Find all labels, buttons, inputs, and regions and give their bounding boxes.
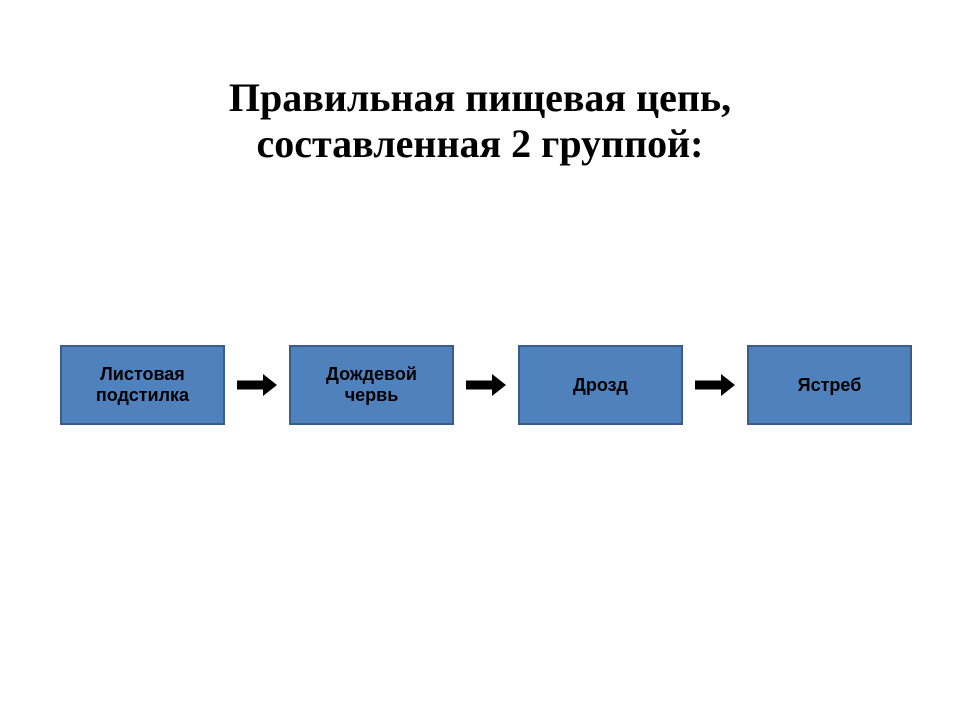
chain-node: Дрозд	[518, 345, 683, 425]
food-chain-diagram: Листовая подстилка Дождевой червь Дрозд Яст…	[60, 345, 912, 425]
chain-node: Ястреб	[747, 345, 912, 425]
chain-node-label: Дождевой червь	[326, 364, 417, 406]
arrow-icon	[695, 374, 735, 396]
title-line-1: Правильная пищевая цепь,	[229, 75, 731, 120]
arrow-icon	[237, 374, 277, 396]
chain-node: Листовая подстилка	[60, 345, 225, 425]
page-title: Правильная пищевая цепь, составленная 2 …	[0, 75, 960, 167]
slide: Правильная пищевая цепь, составленная 2 …	[0, 0, 960, 720]
chain-node-label: Листовая подстилка	[96, 364, 189, 406]
chain-node-label: Ястреб	[798, 375, 862, 396]
title-line-2: составленная 2 группой:	[257, 121, 704, 166]
chain-node-label: Дрозд	[573, 375, 628, 396]
arrow-icon	[466, 374, 506, 396]
chain-node: Дождевой червь	[289, 345, 454, 425]
